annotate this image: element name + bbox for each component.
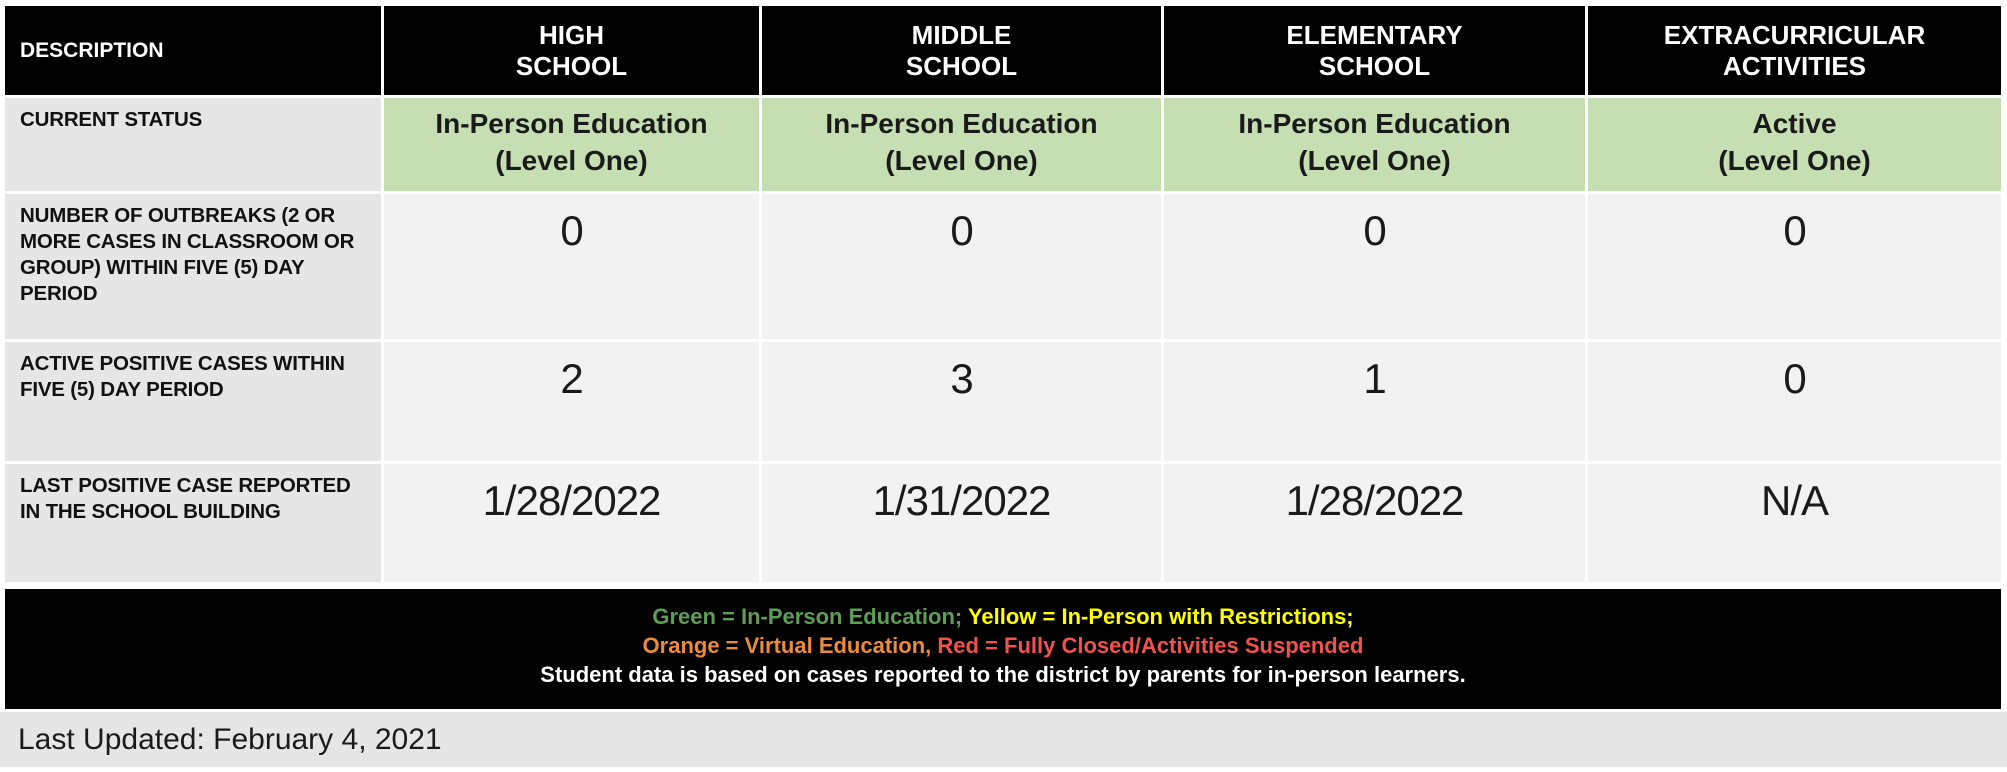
last-updated-bar: Last Updated: February 4, 2021 — [0, 712, 2007, 767]
row-label-outbreaks: NUMBER OF OUTBREAKS (2 OR MORE CASES IN … — [5, 194, 381, 339]
last-case-high-school: 1/28/2022 — [384, 464, 759, 582]
active-cases-high-school: 2 — [384, 342, 759, 461]
active-cases-extracurricular: 0 — [1588, 342, 2001, 461]
legend-band: Green = In-Person Education; Yellow = In… — [5, 589, 2001, 709]
status-extracurricular: Active (Level One) — [1588, 98, 2001, 191]
status-elementary-school: In-Person Education (Level One) — [1164, 98, 1585, 191]
col-header-extracurricular: EXTRACURRICULAR ACTIVITIES — [1588, 6, 2001, 95]
last-case-extracurricular: N/A — [1588, 464, 2001, 582]
active-cases-middle-school: 3 — [762, 342, 1161, 461]
row-label-current-status: CURRENT STATUS — [5, 98, 381, 191]
last-case-middle-school: 1/31/2022 — [762, 464, 1161, 582]
legend-yellow-text: Yellow = In-Person with Restrictions; — [962, 604, 1354, 629]
row-label-last-positive-case: LAST POSITIVE CASE REPORTED IN THE SCHOO… — [5, 464, 381, 582]
status-middle-school: In-Person Education (Level One) — [762, 98, 1161, 191]
last-case-elementary-school: 1/28/2022 — [1164, 464, 1585, 582]
col-header-middle-school: MIDDLE SCHOOL — [762, 6, 1161, 95]
col-header-high-school: HIGH SCHOOL — [384, 6, 759, 95]
outbreaks-elementary-school: 0 — [1164, 194, 1585, 339]
legend-line-green-yellow: Green = In-Person Education; Yellow = In… — [5, 602, 2001, 631]
row-label-active-cases: ACTIVE POSITIVE CASES WITHIN FIVE (5) DA… — [5, 342, 381, 461]
legend-note: Student data is based on cases reported … — [540, 662, 1466, 687]
active-cases-elementary-school: 1 — [1164, 342, 1585, 461]
legend-orange-text: Orange = Virtual Education, — [642, 633, 932, 658]
last-updated-text: Last Updated: February 4, 2021 — [18, 722, 442, 756]
outbreaks-high-school: 0 — [384, 194, 759, 339]
legend-red-text: Red = Fully Closed/Activities Suspended — [931, 633, 1364, 658]
legend-green-text: Green = In-Person Education; — [652, 604, 963, 629]
status-high-school: In-Person Education (Level One) — [384, 98, 759, 191]
status-table: DESCRIPTION HIGH SCHOOL MIDDLE SCHOOL EL… — [5, 6, 2001, 582]
legend-line-orange-red: Orange = Virtual Education, Red = Fully … — [5, 631, 2001, 660]
col-header-elementary-school: ELEMENTARY SCHOOL — [1164, 6, 1585, 95]
outbreaks-extracurricular: 0 — [1588, 194, 2001, 339]
outbreaks-middle-school: 0 — [762, 194, 1161, 339]
col-header-description: DESCRIPTION — [5, 6, 381, 95]
